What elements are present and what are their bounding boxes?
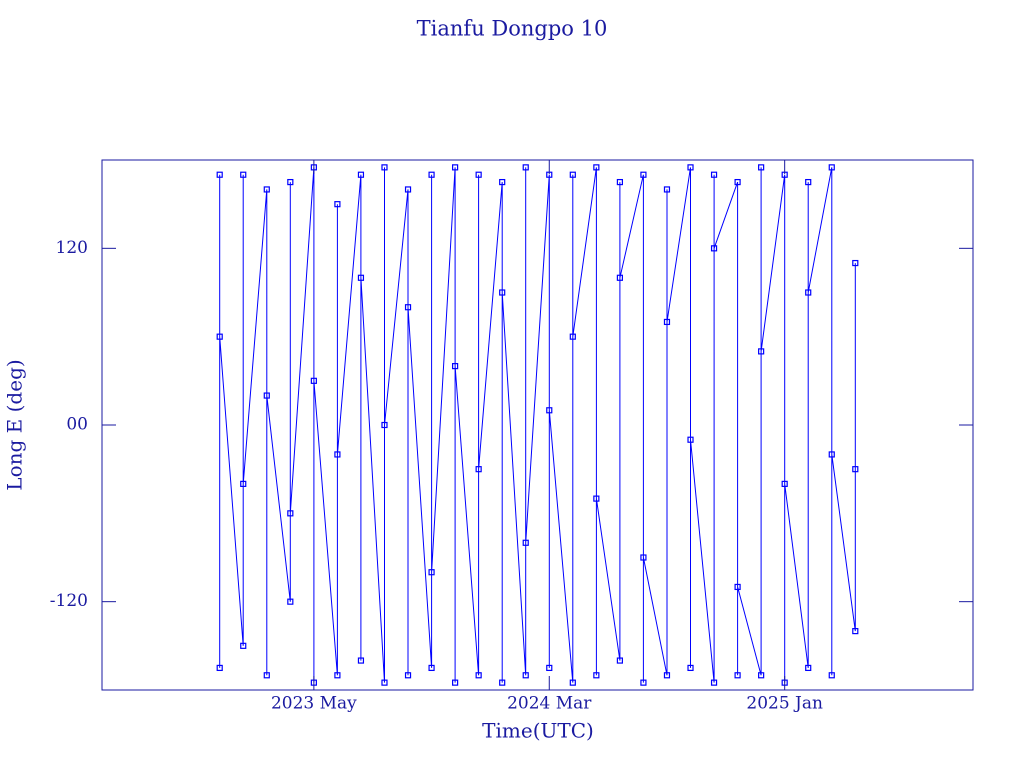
data-point bbox=[475, 171, 482, 178]
data-point bbox=[381, 421, 388, 429]
data-point bbox=[475, 466, 482, 473]
data-point bbox=[663, 672, 671, 679]
data-point bbox=[687, 436, 694, 443]
data-point bbox=[310, 377, 317, 384]
data-point bbox=[640, 679, 647, 686]
data-point bbox=[734, 178, 741, 186]
data-point bbox=[404, 304, 412, 311]
data-point bbox=[263, 392, 270, 399]
data-point bbox=[381, 164, 388, 171]
data-point bbox=[616, 657, 623, 664]
x-tick-label: 2024 Mar bbox=[507, 694, 592, 714]
data-point bbox=[475, 672, 482, 679]
data-point bbox=[593, 672, 600, 679]
x-tick-label: 2025 Jan bbox=[746, 694, 823, 714]
data-point bbox=[404, 186, 412, 193]
data-point bbox=[381, 679, 388, 686]
x-axis-label: Time(UTC) bbox=[482, 719, 594, 743]
data-point bbox=[499, 289, 506, 296]
data-point bbox=[710, 245, 718, 252]
data-point bbox=[852, 259, 859, 267]
data-point bbox=[805, 664, 812, 672]
data-point bbox=[758, 348, 765, 355]
data-point bbox=[522, 539, 529, 546]
data-point bbox=[522, 672, 529, 679]
data-point bbox=[287, 178, 294, 186]
data-point bbox=[663, 186, 671, 193]
y-tick-label: 00 bbox=[66, 415, 88, 435]
data-point bbox=[734, 672, 741, 679]
data-point bbox=[287, 598, 294, 605]
data-point bbox=[616, 274, 623, 281]
data-point bbox=[640, 171, 647, 178]
data-point bbox=[569, 171, 576, 178]
data-point bbox=[428, 171, 435, 178]
data-point bbox=[287, 510, 294, 517]
data-point bbox=[499, 178, 506, 186]
data-point bbox=[805, 289, 812, 296]
data-point bbox=[334, 672, 341, 679]
data-point bbox=[710, 171, 718, 178]
data-point bbox=[828, 164, 835, 171]
data-point bbox=[452, 363, 459, 370]
data-point bbox=[404, 672, 412, 679]
data-point bbox=[805, 178, 812, 186]
data-point bbox=[593, 164, 600, 171]
y-tick-label: 120 bbox=[56, 238, 88, 258]
data-point bbox=[569, 333, 576, 340]
data-point bbox=[240, 642, 247, 649]
x-tick-label: 2023 May bbox=[271, 694, 357, 714]
data-point bbox=[452, 164, 459, 171]
data-point bbox=[710, 679, 718, 686]
data-point bbox=[663, 318, 671, 326]
data-point bbox=[616, 178, 623, 186]
data-point bbox=[734, 583, 741, 591]
data-point bbox=[499, 679, 506, 686]
data-point bbox=[334, 201, 341, 208]
data-point bbox=[687, 164, 694, 171]
data-point bbox=[216, 664, 223, 672]
data-point bbox=[758, 164, 765, 171]
data-point bbox=[522, 164, 529, 171]
data-point bbox=[828, 672, 835, 679]
data-point bbox=[640, 554, 647, 561]
data-point bbox=[569, 679, 576, 686]
data-point bbox=[357, 274, 365, 281]
plot-frame bbox=[101, 159, 974, 691]
data-point bbox=[687, 664, 694, 672]
data-point bbox=[216, 333, 223, 340]
data-point bbox=[428, 664, 435, 672]
data-point bbox=[240, 171, 247, 178]
data-point bbox=[357, 171, 365, 178]
data-point bbox=[546, 407, 553, 414]
data-point bbox=[240, 480, 247, 487]
data-point bbox=[428, 569, 435, 576]
data-point bbox=[334, 451, 341, 458]
data-point bbox=[852, 628, 859, 635]
data-point bbox=[546, 664, 553, 672]
data-line bbox=[219, 167, 856, 683]
data-point bbox=[781, 480, 788, 487]
y-axis-label: Long E (deg) bbox=[3, 359, 27, 490]
data-point bbox=[357, 657, 365, 664]
data-point bbox=[216, 171, 223, 178]
y-tick-label: -120 bbox=[50, 591, 88, 611]
data-point bbox=[452, 679, 459, 686]
data-point bbox=[263, 186, 270, 193]
data-point bbox=[828, 451, 835, 458]
data-point bbox=[263, 672, 270, 679]
data-point bbox=[852, 466, 859, 473]
data-point bbox=[593, 495, 600, 502]
chart-title: Tianfu Dongpo 10 bbox=[417, 17, 608, 41]
data-point bbox=[758, 672, 765, 679]
